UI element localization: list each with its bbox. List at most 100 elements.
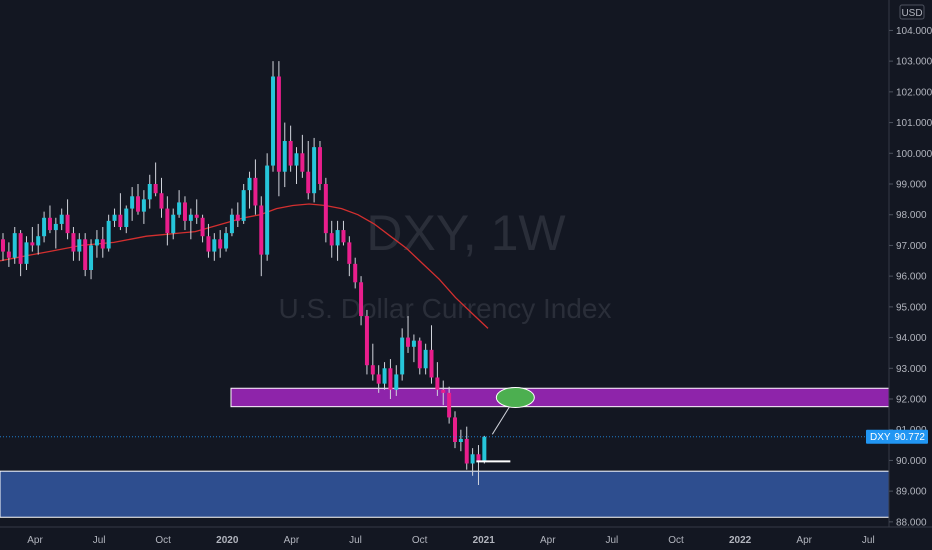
last-price-marker: DXY 90.772 <box>866 429 928 444</box>
candle-body-up <box>312 147 317 194</box>
candle-body-down <box>194 214 199 218</box>
price-axis[interactable]: 104.000 103.000 102.000 101.000 100.000 99.00… <box>888 0 932 550</box>
candle <box>12 227 17 264</box>
candle-body-down <box>276 76 281 172</box>
candle-body-down <box>206 236 211 252</box>
candle-body-up <box>400 337 405 375</box>
candle-body-up <box>130 196 135 209</box>
candle <box>464 426 469 470</box>
candle-body-down <box>1 239 5 252</box>
candle <box>118 193 123 231</box>
candle <box>6 242 11 267</box>
time-tick-label: Jul <box>862 535 875 546</box>
candle-body-down <box>218 239 223 249</box>
candle-body-down <box>159 193 164 209</box>
candle-body-up <box>188 214 193 221</box>
price-tick-label: 88.000 <box>896 517 927 528</box>
candle <box>441 380 446 406</box>
candle-body-up <box>282 141 287 172</box>
last-price-tag <box>866 429 928 444</box>
candle-body-down <box>65 214 70 234</box>
candle <box>253 159 258 215</box>
time-tick-label: 2021 <box>473 535 496 546</box>
candle <box>312 137 317 203</box>
candle <box>265 153 270 261</box>
candle-body-up <box>265 165 270 255</box>
candle-body-up <box>423 349 428 369</box>
candle-body-up <box>177 202 182 215</box>
candle <box>382 362 387 390</box>
candle <box>447 386 452 424</box>
target-ellipse[interactable] <box>495 386 535 408</box>
candle-body-down <box>347 242 352 264</box>
time-tick-label: Oct <box>668 535 684 546</box>
candle <box>47 205 52 234</box>
candle <box>1 233 5 261</box>
candle-body-down <box>153 184 158 194</box>
price-tick-label: 96.000 <box>896 272 927 283</box>
candle-body-down <box>30 242 35 246</box>
target-arrow-line[interactable] <box>491 405 511 435</box>
candle <box>476 445 481 485</box>
candle <box>177 190 182 218</box>
candle <box>423 343 428 375</box>
time-axis[interactable]: Apr Jul Oct 2020 Apr Jul Oct 2021 Apr Jul Oct 2022 A… <box>0 526 932 546</box>
candle <box>317 141 322 191</box>
candle <box>294 147 299 184</box>
candle-body-up <box>458 438 463 442</box>
candle <box>376 365 381 393</box>
candle-body-up <box>89 245 94 270</box>
candle-body-down <box>71 233 76 252</box>
candle <box>370 343 375 381</box>
candle-body-up <box>147 184 152 200</box>
candle <box>482 435 487 464</box>
candle-body-up <box>36 236 41 246</box>
candle <box>53 217 58 249</box>
currency-label-text: USD <box>901 8 922 19</box>
price-tick-label: 99.000 <box>896 180 927 191</box>
candle <box>235 202 240 227</box>
price-tick-label: 97.000 <box>896 241 927 252</box>
candle-body-down <box>464 438 469 464</box>
candle <box>71 227 76 261</box>
candle <box>112 208 117 227</box>
candle <box>229 208 234 237</box>
candle-body-up <box>335 230 340 246</box>
candle <box>470 448 475 476</box>
support-zone[interactable] <box>0 470 890 518</box>
candle-body-down <box>6 251 11 258</box>
currency-label[interactable]: USD <box>899 4 925 20</box>
annotations-layer <box>0 386 889 463</box>
time-tick-label: Jul <box>349 535 362 546</box>
candle <box>306 141 311 200</box>
candle <box>83 233 88 277</box>
candle <box>341 220 346 246</box>
candle <box>153 162 158 197</box>
candle-body-down <box>306 171 311 194</box>
candle <box>24 236 29 270</box>
candle <box>335 220 340 261</box>
candle-body-up <box>59 214 64 224</box>
candle <box>452 411 457 449</box>
candle-body-down <box>118 214 123 227</box>
candle-body-down <box>435 377 440 390</box>
candle <box>194 199 199 224</box>
time-tick-label: Oct <box>412 535 428 546</box>
candle-body-up <box>171 214 176 234</box>
candle <box>94 230 99 258</box>
candle <box>212 233 217 261</box>
price-tick-label: 94.000 <box>896 333 927 344</box>
price-tick-label: 104.000 <box>896 26 932 37</box>
candle <box>429 325 434 384</box>
resistance-zone[interactable] <box>230 387 890 408</box>
candle-body-down <box>83 239 88 270</box>
candle-body-down <box>317 147 322 184</box>
candle <box>106 214 111 252</box>
candle <box>100 227 105 258</box>
candle-body-down <box>417 340 422 369</box>
candle <box>89 239 94 280</box>
candle <box>400 328 405 381</box>
candle <box>394 365 399 396</box>
